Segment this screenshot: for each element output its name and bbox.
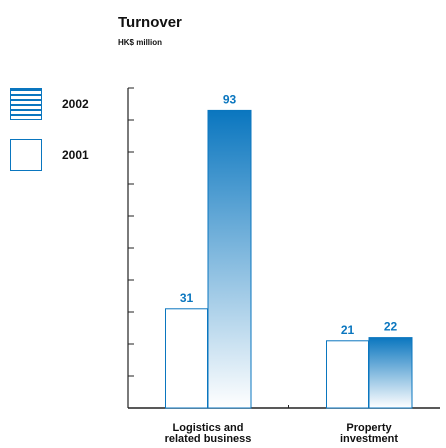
bar-2001 [326,340,369,409]
legend-item-2001: 2001 [10,139,89,171]
chart-bars [165,109,413,409]
outline-swatch-icon [10,139,42,171]
bar-2001 [165,308,208,409]
legend-item-2002: 2002 [10,88,89,120]
data-label-2001: 31 [180,291,194,305]
bar-2002 [207,109,252,409]
legend-label-2001: 2001 [62,148,89,162]
data-label-2002: 22 [384,320,398,334]
data-label-2001: 21 [341,323,355,337]
data-label-2002: 93 [223,92,237,106]
striped-swatch-icon [10,88,42,120]
chart-title: Turnover [118,14,182,31]
bar-2002 [368,337,413,409]
chart-labels: 31 93 Logistics and related business 21 22 Pro… [165,92,399,445]
x-tick-label: Property investment [340,422,398,445]
x-tick-label: Logistics and related business [165,422,252,445]
legend-label-2002: 2002 [62,97,89,111]
chart-subtitle: HK$ million [118,38,163,47]
